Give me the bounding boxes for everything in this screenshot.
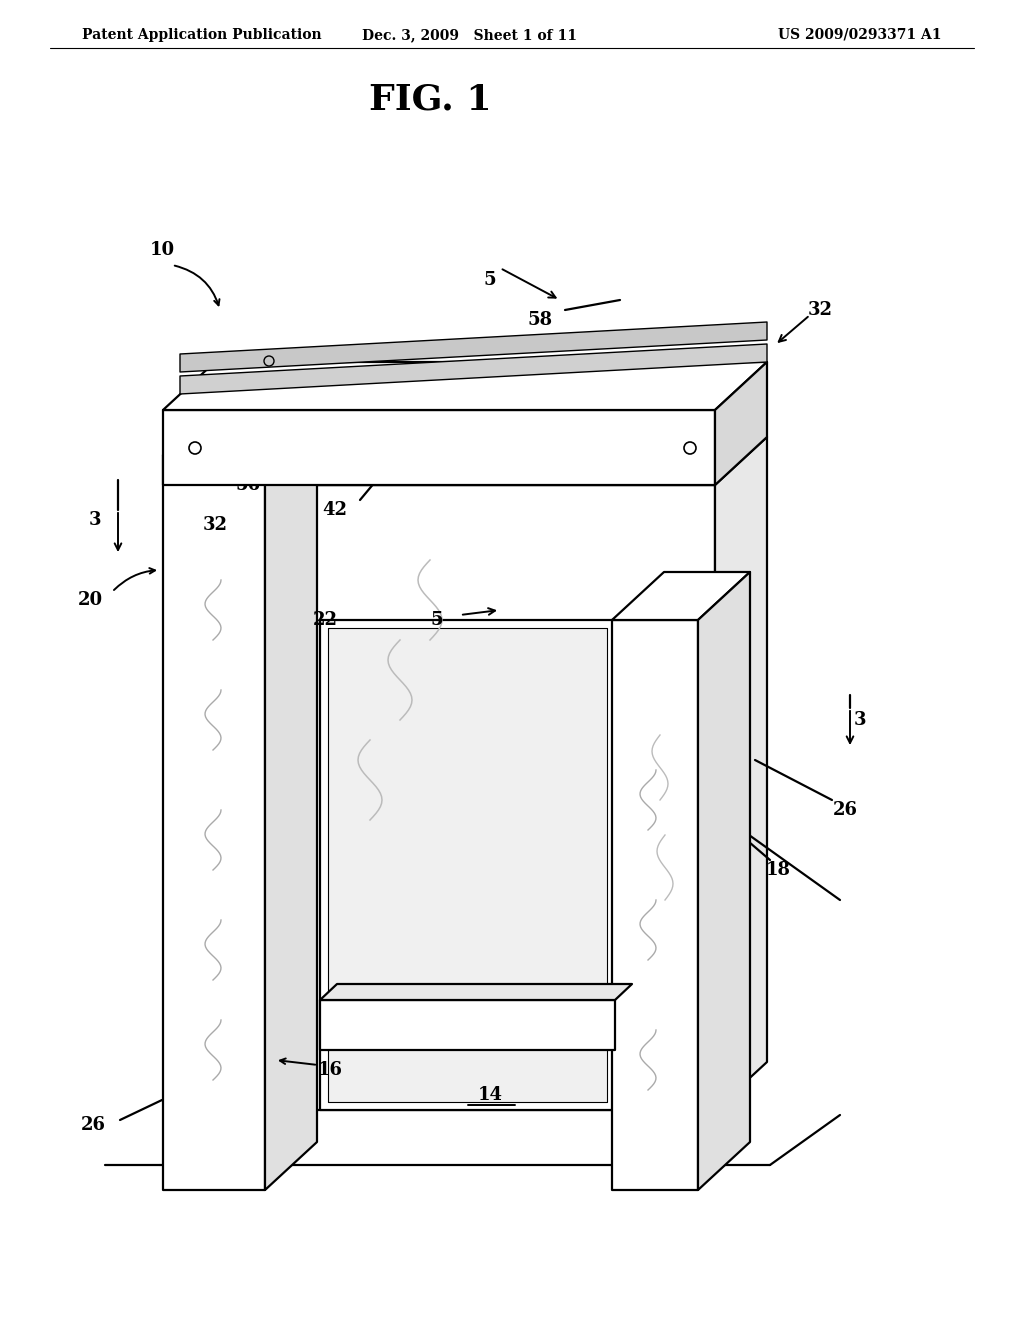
Text: 56: 56	[236, 477, 260, 494]
Text: 10: 10	[150, 242, 174, 259]
Text: Patent Application Publication: Patent Application Publication	[82, 28, 322, 42]
Polygon shape	[163, 411, 715, 484]
Text: 3: 3	[89, 511, 101, 529]
Text: Dec. 3, 2009   Sheet 1 of 11: Dec. 3, 2009 Sheet 1 of 11	[362, 28, 578, 42]
Text: 26: 26	[81, 1115, 105, 1134]
Polygon shape	[163, 407, 317, 455]
Polygon shape	[163, 455, 265, 1191]
Text: 3: 3	[854, 711, 866, 729]
Text: 42: 42	[323, 502, 347, 519]
Polygon shape	[319, 983, 632, 1001]
Polygon shape	[180, 322, 767, 372]
Polygon shape	[319, 1001, 615, 1049]
Polygon shape	[612, 620, 698, 1191]
Polygon shape	[319, 620, 615, 1110]
Polygon shape	[715, 362, 767, 484]
Polygon shape	[210, 484, 715, 1110]
Text: 22: 22	[312, 611, 338, 630]
Text: 58: 58	[527, 312, 553, 329]
Polygon shape	[715, 437, 767, 1110]
Text: 5: 5	[483, 271, 497, 289]
Text: 32: 32	[808, 301, 833, 319]
Text: 26: 26	[833, 801, 857, 818]
Text: 18: 18	[766, 861, 791, 879]
Polygon shape	[265, 407, 317, 1191]
Text: 14: 14	[477, 1086, 503, 1104]
Text: 5: 5	[431, 611, 443, 630]
Text: 32: 32	[203, 516, 227, 535]
Polygon shape	[698, 572, 750, 1191]
Text: US 2009/0293371 A1: US 2009/0293371 A1	[778, 28, 942, 42]
Text: 20: 20	[78, 591, 102, 609]
Polygon shape	[180, 345, 767, 393]
Polygon shape	[612, 572, 750, 620]
Text: FIG. 1: FIG. 1	[369, 83, 492, 117]
Polygon shape	[210, 437, 767, 484]
Text: 16: 16	[317, 1061, 342, 1078]
Polygon shape	[163, 362, 767, 411]
Polygon shape	[328, 628, 607, 1102]
